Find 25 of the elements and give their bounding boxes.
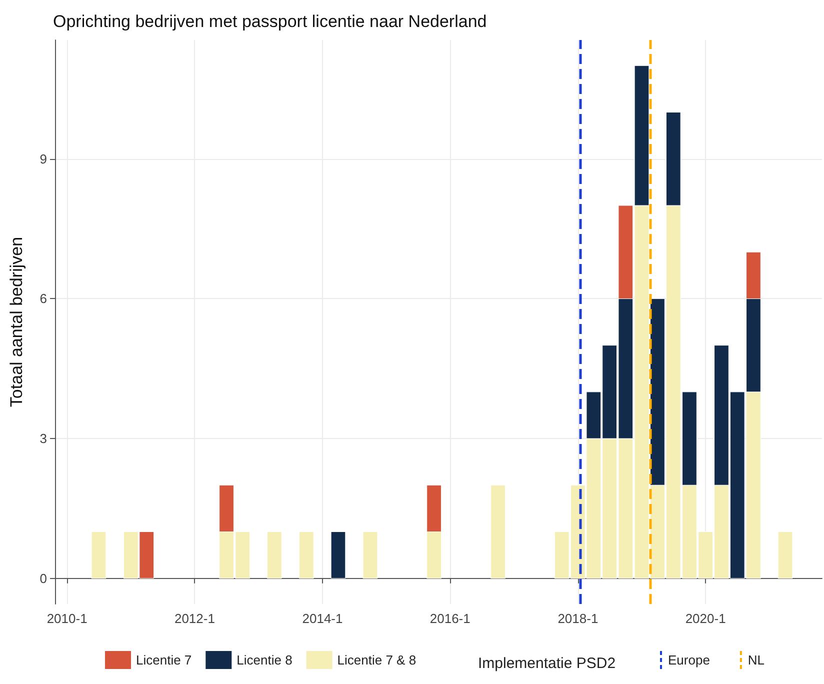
bar: [298, 532, 314, 579]
legend-label: Licentie 7 & 8: [337, 652, 416, 668]
bar: [362, 532, 378, 579]
bar: [91, 532, 106, 579]
x-tick-label: 2014-1: [302, 611, 343, 626]
bar: [490, 484, 506, 579]
legend-label: Licentie 8: [236, 652, 292, 668]
x-tick-label: 2020-1: [685, 611, 726, 626]
bar: [330, 532, 346, 579]
legend-title: Implementatie PSD2: [478, 655, 616, 672]
bar: [778, 532, 793, 579]
y-tick-label: 0: [40, 570, 47, 586]
y-tick-label: 6: [40, 291, 47, 306]
x-tick-label: 2018-1: [558, 611, 598, 626]
x-tick-label: 2016-1: [430, 611, 470, 626]
legend-label: NL: [748, 652, 765, 668]
x-tick-label: 2012-1: [174, 611, 215, 626]
y-tick-label: 9: [40, 151, 47, 166]
y-axis-title: Totaal aantal bedrijven: [7, 236, 26, 408]
legend-label: Licentie 7: [136, 652, 192, 668]
legend-label: Europe: [668, 652, 710, 668]
chart-title: Oprichting bedrijven met passport licentie naar Nederland: [53, 12, 487, 31]
x-tick-label: 2010-1: [46, 611, 88, 626]
y-tick-label: 3: [40, 431, 47, 446]
bar: [266, 532, 282, 579]
